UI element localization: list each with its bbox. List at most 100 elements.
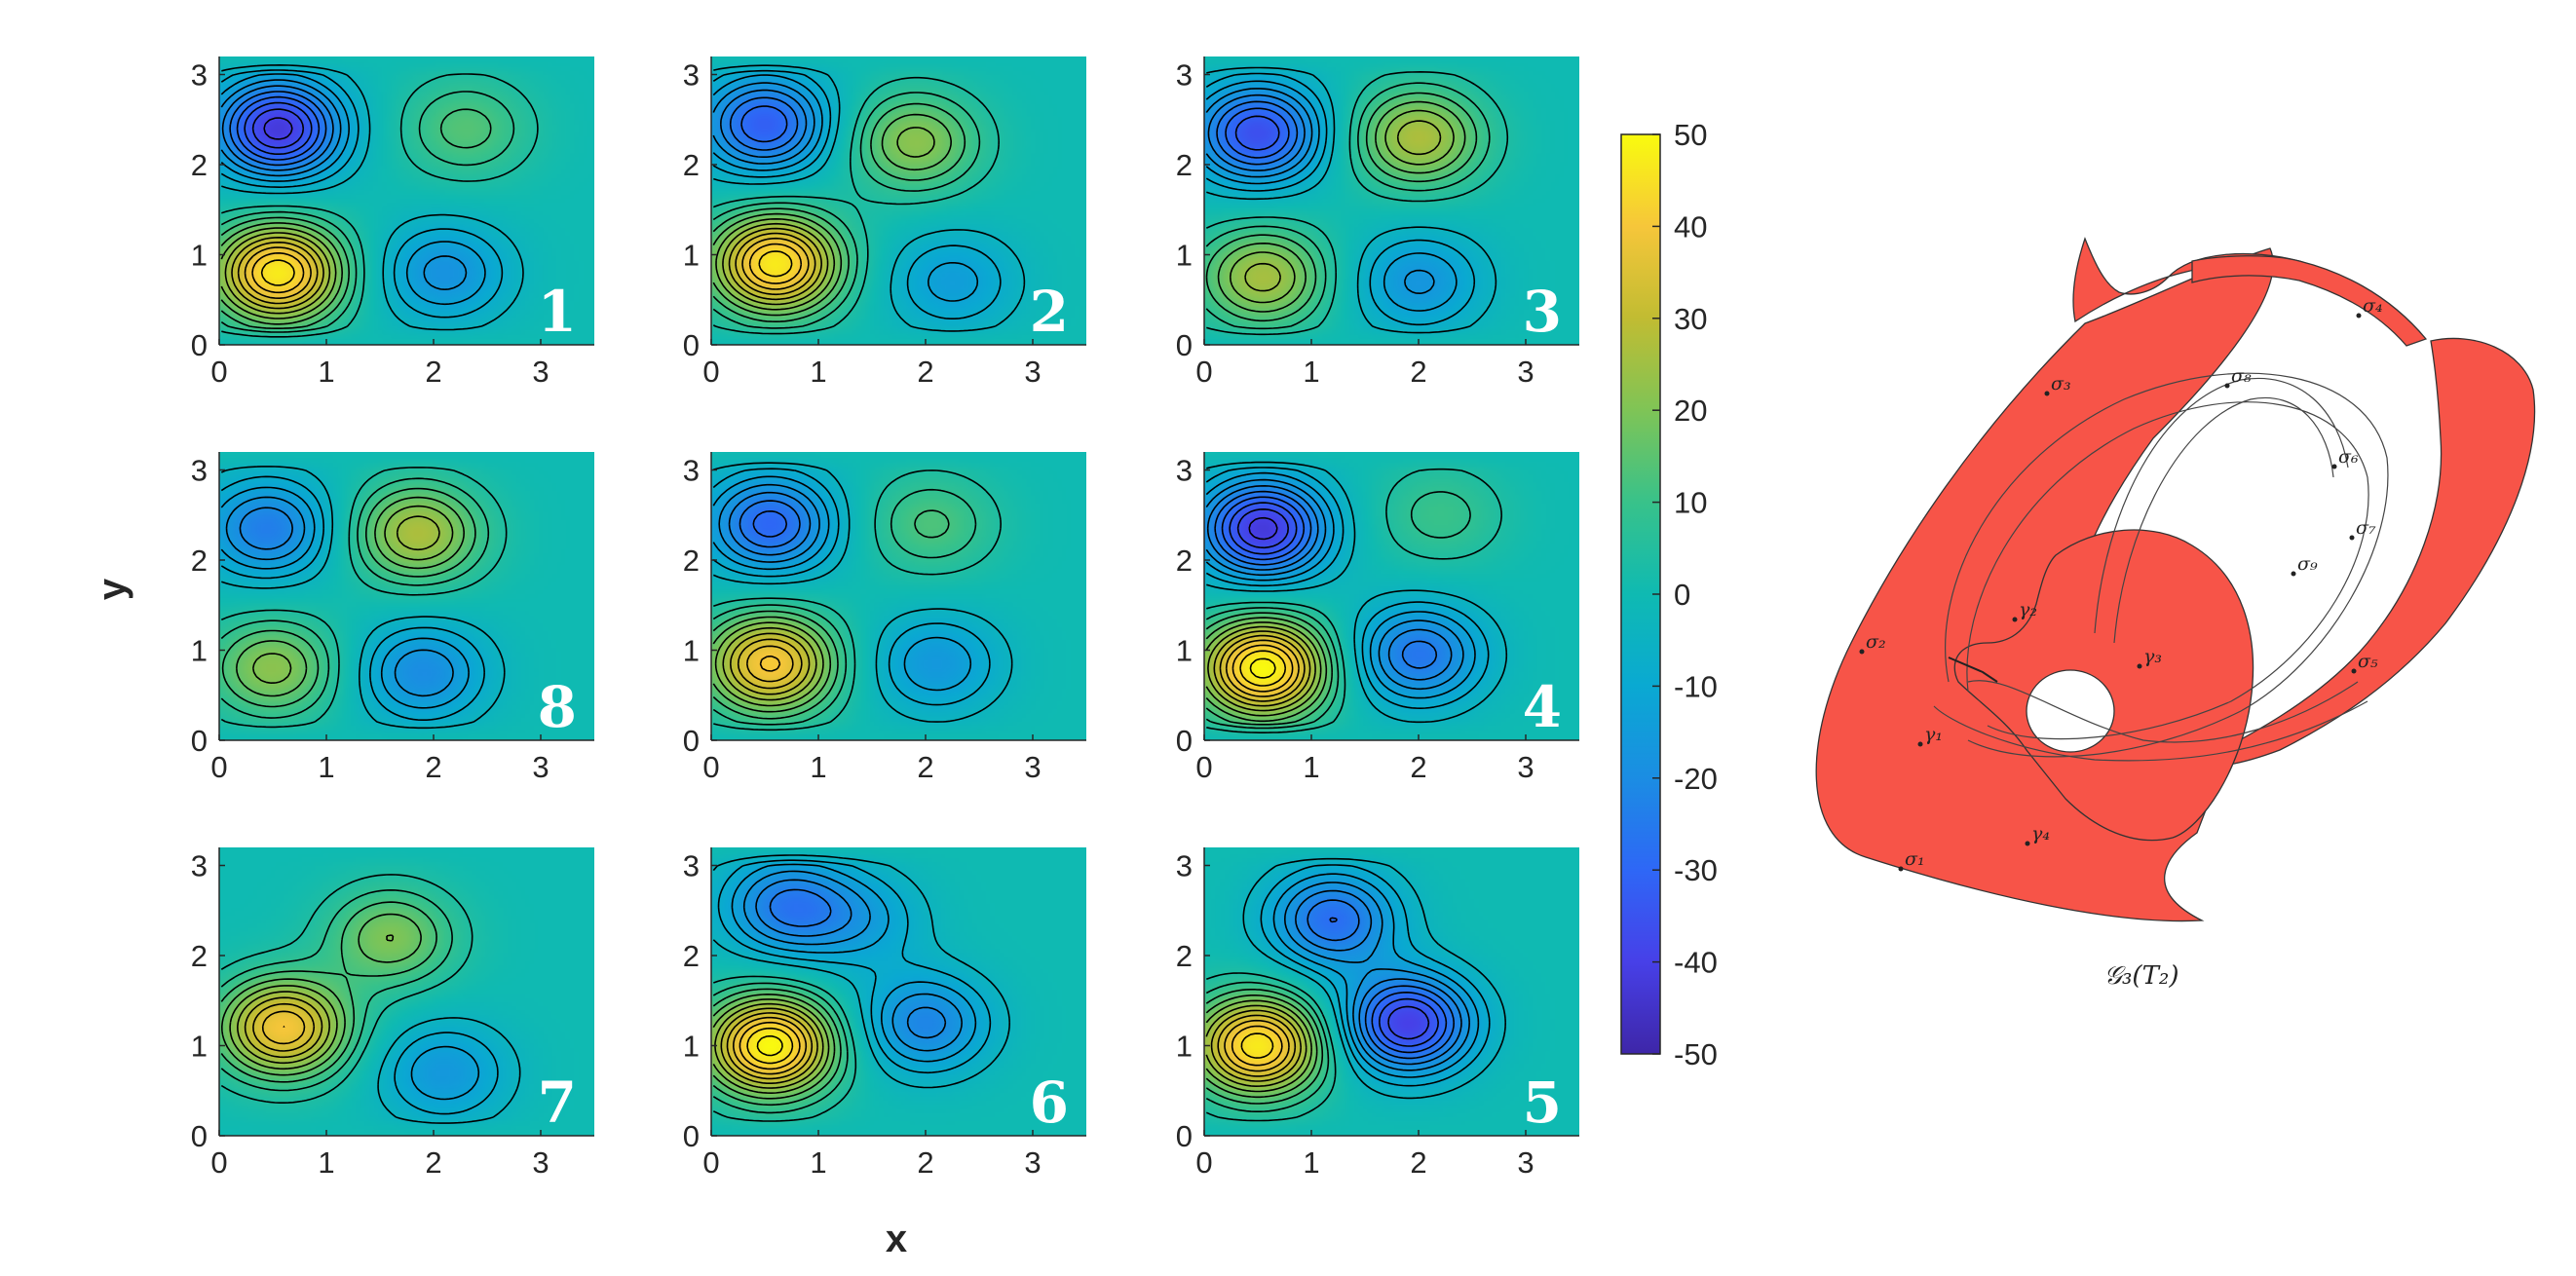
y-tick-label: 0	[191, 724, 208, 758]
diagram-arrow	[1948, 657, 1998, 683]
y-tick-label: 3	[683, 58, 700, 93]
contour-lines	[1205, 66, 1509, 336]
contour-lines	[712, 854, 1010, 1122]
x-tick-label: 1	[318, 750, 334, 784]
x-tick-label: 3	[532, 1145, 549, 1180]
diagram-dot	[2025, 841, 2030, 846]
x-tick-label: 3	[1024, 750, 1041, 784]
y-tick-label: 1	[1176, 239, 1193, 273]
x-tick-label: 1	[810, 1145, 826, 1180]
panel-number: 2	[1030, 279, 1069, 345]
panel-number: 1	[538, 279, 577, 345]
x-tick-label: 2	[425, 355, 441, 389]
diagram-label: σ₅	[2358, 651, 2378, 672]
contour-panel-5: 0 1 2 3 0 1 2 3 5	[1176, 847, 1579, 1180]
panel-number: 4	[1523, 674, 1562, 740]
x-tick-label: 0	[1195, 355, 1212, 389]
diagram-label: σ₂	[1866, 631, 1886, 653]
x-tick-label: 3	[1024, 1145, 1041, 1180]
x-tick-label: 3	[1517, 750, 1534, 784]
contour-lines	[220, 466, 508, 730]
y-tick-label: 3	[1176, 849, 1193, 883]
y-tick-label: 0	[1176, 1119, 1193, 1153]
y-tick-label: 2	[683, 148, 700, 182]
diagram-dot	[2349, 535, 2355, 541]
diagram-label: σ₄	[2363, 295, 2383, 317]
contour-panel-1: 0 1 2 3 0 1 2 3 1	[191, 56, 594, 389]
y-tick-label: 1	[191, 239, 208, 273]
contour-panel-6: 0 1 2 3 0 1 2 3 6	[683, 847, 1086, 1180]
y-tick-label: 1	[191, 1030, 208, 1064]
diagram-dot	[2012, 617, 2018, 622]
y-tick-label: 3	[683, 849, 700, 883]
x-tick-label: 0	[1195, 750, 1212, 784]
colorbar-tick-label: 0	[1674, 578, 1690, 612]
y-tick-label: 2	[683, 544, 700, 578]
x-tick-label: 0	[702, 750, 719, 784]
y-tick-label: 3	[683, 454, 700, 488]
y-tick-label: 2	[1176, 544, 1193, 578]
colorbar-tick-label: -10	[1674, 669, 1718, 703]
x-tick-label: 3	[1024, 355, 1041, 389]
diagram-label: γ₂	[2019, 599, 2037, 620]
x-tick-label: 0	[702, 1145, 719, 1180]
diagram-labels: σ₁ σ₂ σ₃ σ₄ σ₅ σ₆ σ₇ σ₈ σ₉ γ₁ γ₂ γ₃ γ₄	[1859, 295, 2383, 872]
panel-number: 6	[1030, 1070, 1069, 1136]
y-tick-label: 0	[683, 1119, 700, 1153]
field-image	[711, 452, 1086, 740]
x-tick-label: 3	[532, 750, 549, 784]
x-tick-label: 1	[1303, 355, 1319, 389]
diagram-label: σ₈	[2231, 365, 2252, 387]
diagram-label: σ₇	[2356, 517, 2376, 539]
diagram-dot	[2137, 663, 2142, 669]
diagram-dot	[2224, 383, 2230, 389]
colorbar-ticks: 50 40 30 20 10 0 -10 -20 -30 -40 -50	[1652, 118, 1718, 1071]
contour-panel-r1c1: 0 1 2 3 0 1 2 3	[683, 452, 1086, 784]
x-tick-label: 2	[917, 1145, 933, 1180]
x-tick-label: 2	[1410, 750, 1426, 784]
x-tick-label: 3	[532, 355, 549, 389]
contour-lines	[1205, 461, 1508, 733]
x-tick-label: 0	[1195, 1145, 1212, 1180]
x-tick-label: 1	[1303, 750, 1319, 784]
diagram-dot	[1898, 866, 1904, 872]
diagram-label: γ₄	[2031, 823, 2050, 844]
diagram-label: γ₃	[2143, 646, 2162, 667]
x-tick-label: 1	[810, 750, 826, 784]
y-tick-label: 3	[191, 454, 208, 488]
y-tick-label: 0	[1176, 724, 1193, 758]
diagram-label: σ₃	[2051, 373, 2071, 394]
field-image	[711, 56, 1086, 345]
y-tick-label: 0	[683, 328, 700, 362]
contour-lines	[220, 64, 539, 338]
field-image	[1204, 452, 1579, 740]
contour-panel-4: 0 1 2 3 0 1 2 3 4	[1176, 452, 1579, 784]
y-tick-label: 1	[1176, 634, 1193, 668]
x-tick-label: 1	[318, 355, 334, 389]
diagram-hole	[2026, 669, 2115, 753]
diagram-top-strip	[2191, 255, 2428, 347]
colorbar-tick-label: 20	[1674, 394, 1707, 428]
diagram-right-lobe	[2190, 337, 2536, 768]
x-axis-label: x	[886, 1218, 907, 1260]
y-tick-label: 1	[191, 634, 208, 668]
x-tick-label: 3	[1517, 355, 1534, 389]
y-tick-label: 2	[683, 939, 700, 973]
colorbar-tick-label: -50	[1674, 1037, 1718, 1071]
diagram-label: γ₁	[1924, 724, 1943, 745]
surface-diagram: σ₁ σ₂ σ₃ σ₄ σ₅ σ₆ σ₇ σ₈ σ₉ γ₁ γ₂ γ₃ γ₄ 𝒢₃(T₂)	[1815, 237, 2536, 991]
y-tick-label: 1	[683, 1030, 700, 1064]
colorbar-tick-label: 30	[1674, 302, 1707, 336]
diagram-label: σ₆	[2338, 446, 2359, 468]
x-tick-label: 2	[1410, 355, 1426, 389]
x-tick-label: 1	[318, 1145, 334, 1180]
y-tick-label: 1	[683, 239, 700, 273]
y-tick-label: 2	[191, 148, 208, 182]
field-image	[219, 56, 594, 345]
x-tick-label: 2	[917, 355, 933, 389]
diagram-dot	[2356, 313, 2362, 319]
x-tick-label: 1	[1303, 1145, 1319, 1180]
colorbar: 50 40 30 20 10 0 -10 -20 -30 -40 -50	[1620, 118, 1718, 1071]
diagram-dot	[2044, 391, 2050, 396]
